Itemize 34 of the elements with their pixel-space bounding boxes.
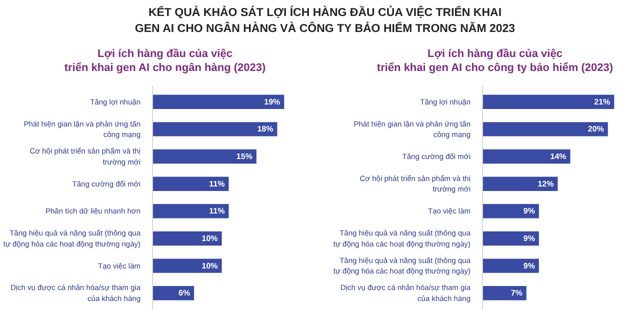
bar [152, 231, 222, 246]
data-label: 15% [236, 152, 252, 161]
bar [152, 94, 284, 109]
bar [482, 149, 570, 164]
data-label: 20% [588, 124, 604, 134]
data-label: 19% [264, 97, 280, 106]
data-label: 14% [550, 152, 566, 161]
bar [152, 122, 278, 136]
bar [152, 204, 229, 218]
data-label: 11% [209, 206, 225, 216]
bar [482, 258, 539, 273]
data-label: 12% [538, 178, 554, 188]
data-label: 6% [178, 288, 190, 298]
bar [152, 149, 256, 164]
data-label: 9% [523, 260, 535, 270]
text: KẾT QUẢ KHẢO SÁT LỢI ÍCH HÀNG ĐẦU CỦA VIỆC TRIỂN KHAI GEN AI CHO NGÂN HÀNG VÀ CÔNG TY BẢO HIỂM TRONG NĂM 2023 [134, 6, 516, 37]
bar [482, 286, 526, 300]
data-label: 11% [209, 178, 225, 188]
bar [152, 258, 222, 273]
data-label: 10% [202, 260, 218, 270]
data-label: 7% [510, 288, 522, 298]
chart-subtitle: Lợi ích hàng đầu của việc triển khai gen AI cho công ty bảo hiểm (2023) [376, 47, 614, 76]
bar [482, 204, 539, 218]
data-label: 9% [523, 206, 535, 216]
bar [482, 122, 608, 136]
data-label: 10% [202, 234, 218, 243]
bar [482, 94, 614, 109]
chart-subtitle: Lợi ích hàng đầu của việc triển khai gen AI cho ngân hàng (2023) [64, 47, 266, 76]
bar [152, 176, 229, 191]
bar [482, 176, 558, 191]
data-label: 18% [257, 124, 274, 134]
data-label: 21% [594, 97, 610, 106]
data-label: 9% [523, 234, 535, 243]
bar [482, 231, 539, 246]
